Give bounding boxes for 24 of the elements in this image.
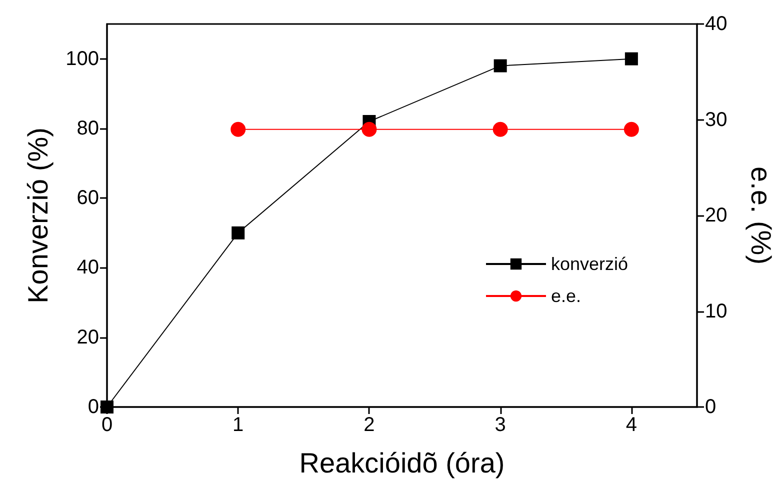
legend-label: e.e. [551,286,582,306]
point [232,226,245,240]
y2-tick-label: 40 [705,13,728,35]
y2-tick-label: 10 [705,300,728,322]
y-tick-label: 80 [76,117,99,140]
x-tick-label: 0 [101,414,113,436]
y2-tick-label: 0 [705,396,716,418]
y2-tick-label: 30 [705,108,728,131]
y-tick-label: 40 [76,256,99,279]
y-tick-label: 60 [76,187,99,210]
y-tick-label: 100 [66,48,99,70]
x-axis-title: Reakcióidõ (óra) [299,448,505,478]
x-tick-label: 2 [364,414,375,436]
x-tick-label: 1 [232,414,244,436]
y2-tick-label: 20 [705,204,728,226]
y-tick-label: 20 [76,326,99,348]
y-tick-label: 0 [88,396,99,418]
point [494,59,507,72]
x-tick-label: 3 [494,414,506,436]
point [624,52,638,66]
y2-axis-title: e.e. (%) [746,166,776,265]
legend-label: konverzió [551,254,628,274]
y-axis-title: Konverzió (%) [22,128,54,304]
x-tick-label: 4 [626,414,638,436]
